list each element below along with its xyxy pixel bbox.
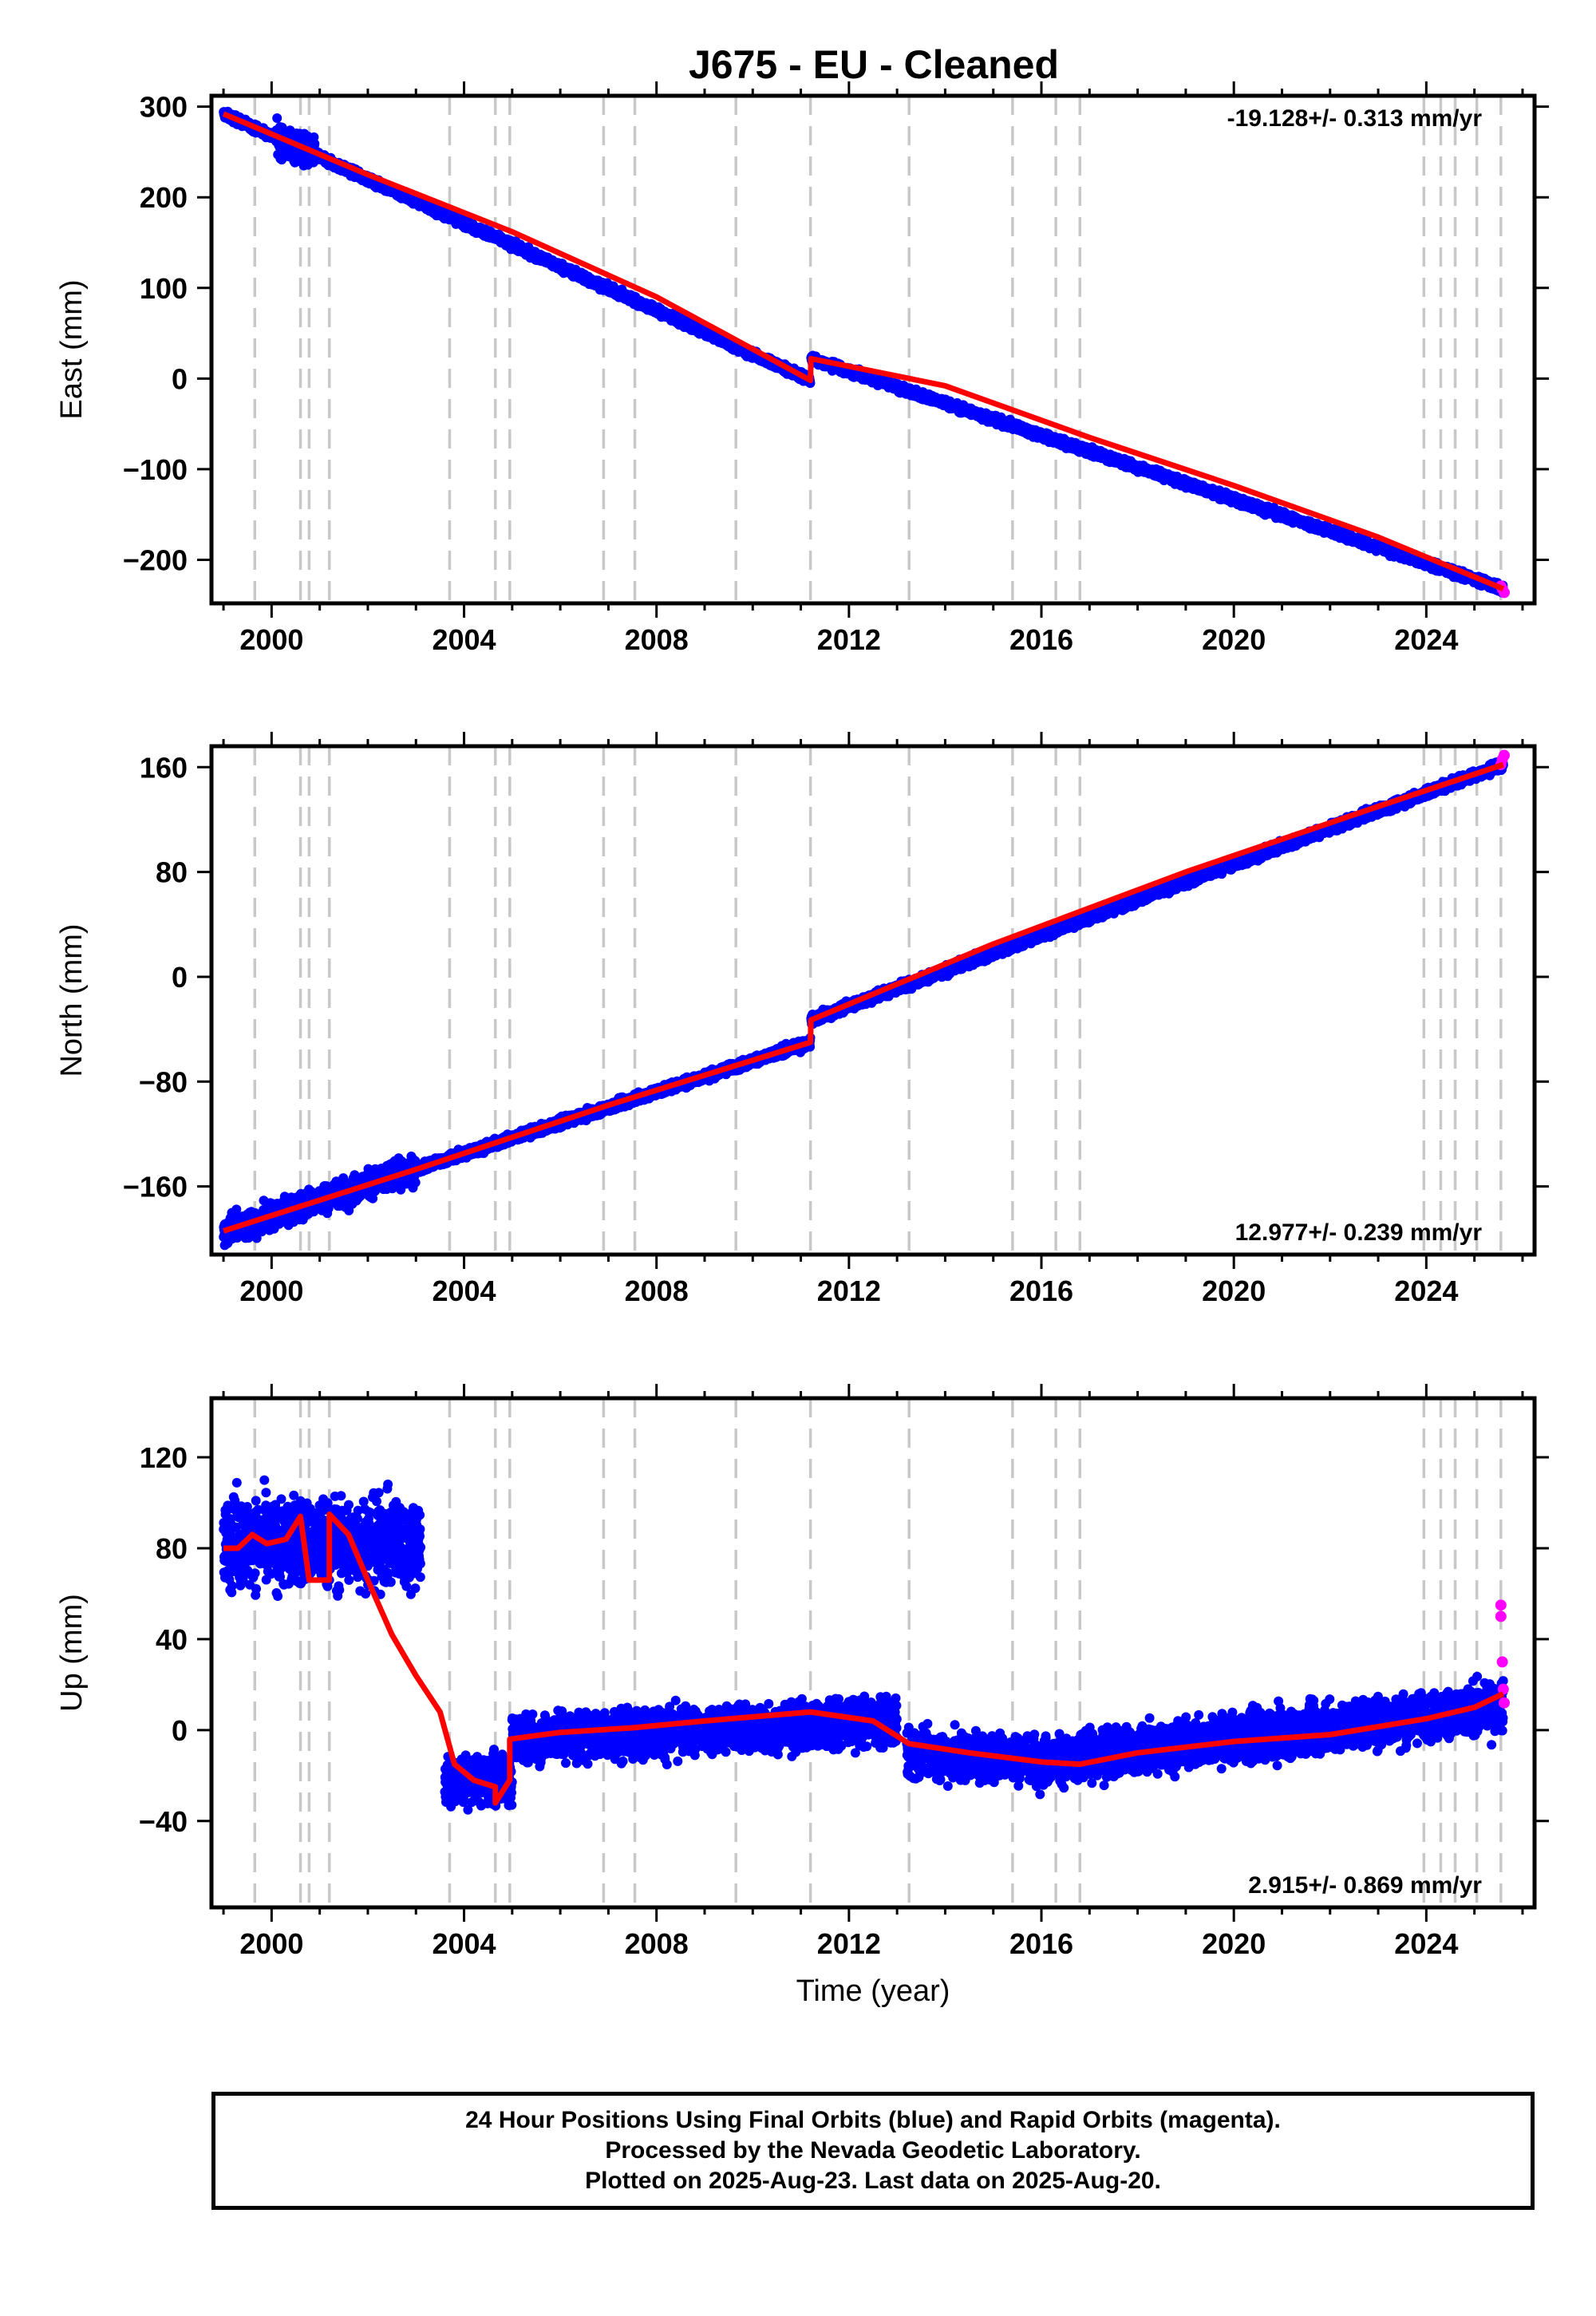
panel-east: 2000 2004 2008 2012 2016 2020 20243002001000−1… [55,81,1549,656]
panels-root: 2000 2004 2008 2012 2016 2020 20243002001000−1… [55,81,1549,2008]
series-final-orbits [219,106,1508,598]
data-point [310,139,320,149]
data-point [272,113,282,123]
chart-title: J675 - EU - Cleaned [689,42,1059,87]
plot-area [219,96,1510,603]
